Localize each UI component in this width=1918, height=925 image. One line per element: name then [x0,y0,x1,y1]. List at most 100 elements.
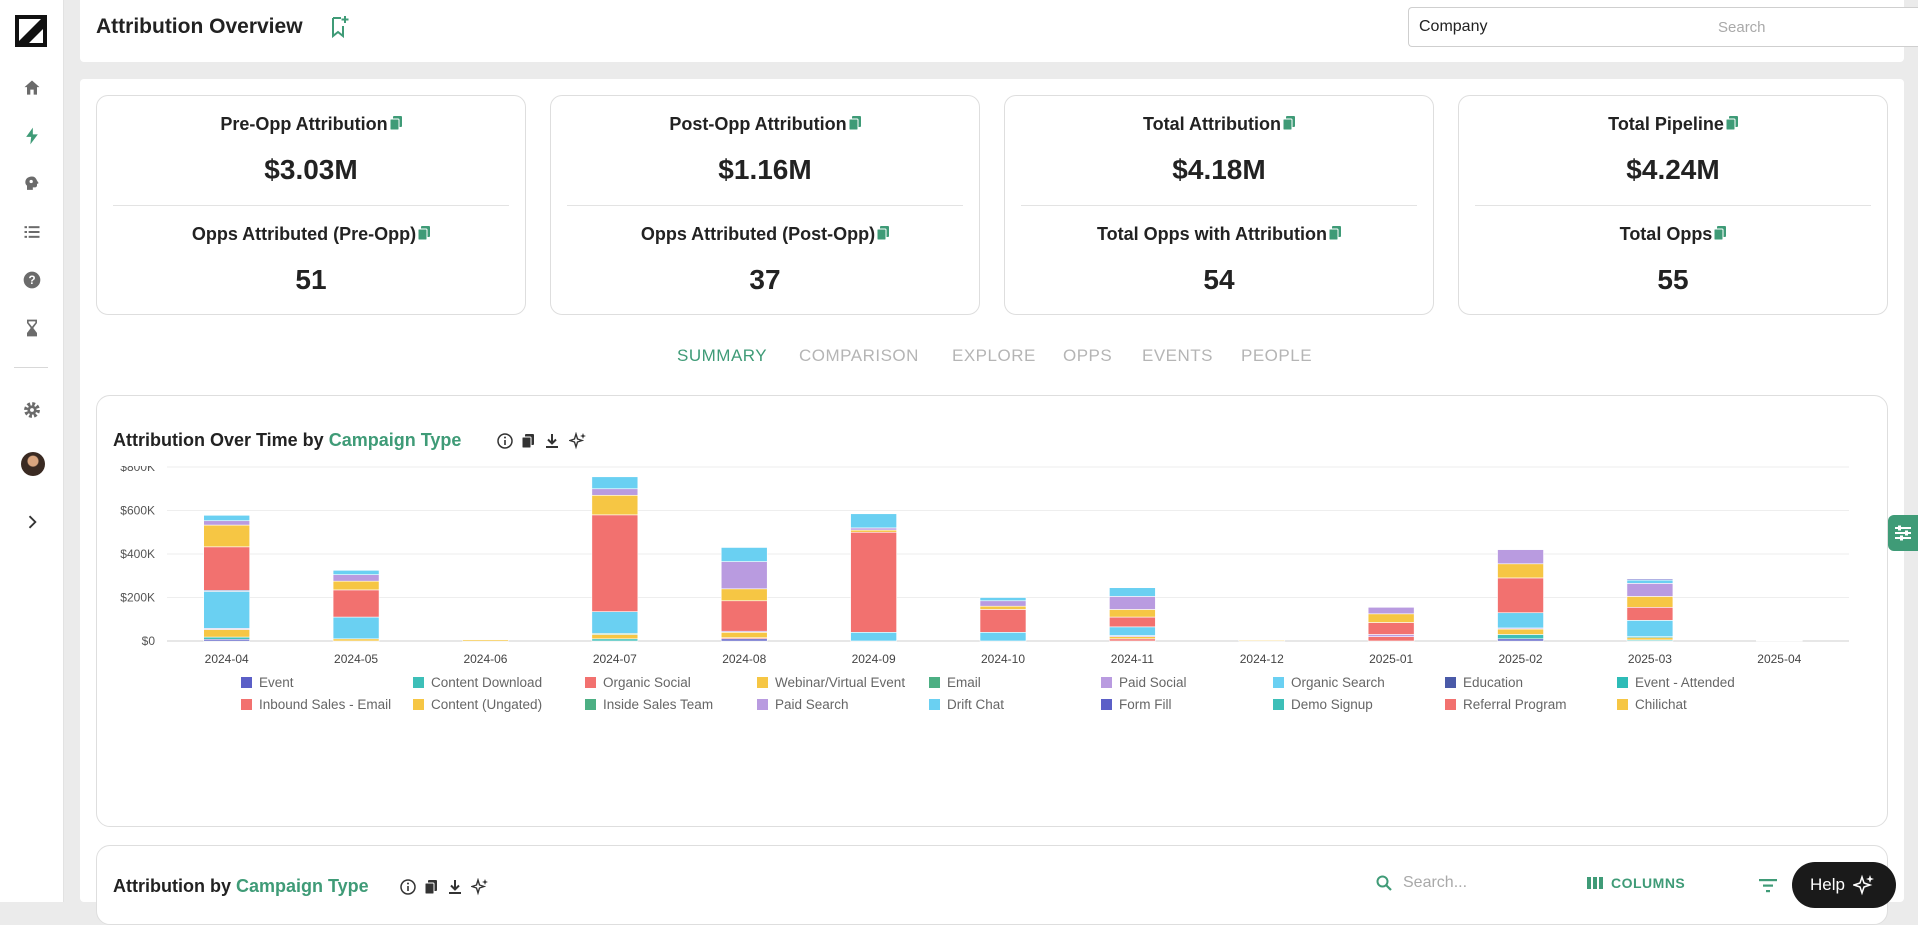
user-avatar[interactable] [21,452,45,476]
table-campaign-type-selector[interactable]: Campaign Type [236,876,369,896]
help-button[interactable]: Help [1792,862,1896,908]
bar-segment [1627,580,1673,583]
bar-segment [980,601,1026,606]
info-icon[interactable] [399,878,417,896]
legend-label: Email [947,675,981,690]
bar-segment [1368,634,1414,636]
bar-segment [1627,638,1673,640]
x-tick-label: 2025-02 [1499,652,1543,666]
copy-icon[interactable] [519,432,537,450]
copy-icon[interactable] [1329,226,1341,240]
bar-segment [333,617,379,639]
copy-icon[interactable] [1726,116,1738,130]
bar-segment [462,640,508,641]
table-search-input[interactable] [1403,870,1573,896]
x-tick-label: 2024-08 [722,652,766,666]
ai-sparkle-icon[interactable] [569,432,587,450]
bar-segment [204,525,250,547]
legend-swatch [413,699,424,710]
legend-swatch [1101,677,1112,688]
page-header: Attribution Overview Company [80,0,1904,62]
bar-segment [1498,629,1544,634]
chevron-right-icon[interactable] [20,510,44,534]
bar-segment [1498,564,1544,578]
copy-icon[interactable] [1283,116,1295,130]
legend-label: Webinar/Virtual Event [775,675,905,690]
bar-segment [592,634,638,638]
kpi-value: $1.16M [551,154,979,186]
bar-segment [721,601,767,631]
filter-icon[interactable] [1757,876,1779,894]
bar-segment [1498,634,1544,638]
info-icon[interactable] [496,432,514,450]
bar-segment [980,606,1026,609]
legend-swatch [1445,699,1456,710]
search-input[interactable] [1598,7,1918,47]
legend-swatch [241,699,252,710]
y-tick-label: $600K [120,504,155,518]
kpi-card-total-pipeline: Total Pipeline $4.24M Total Opps 55 [1458,95,1888,315]
bar-segment [1239,640,1285,641]
bolt-icon[interactable] [20,124,44,148]
copy-icon[interactable] [849,116,861,130]
legend-swatch [929,699,940,710]
filters-panel-toggle[interactable] [1888,515,1918,551]
kpi-label: Total Opps [1620,224,1713,244]
bar-segment [1109,588,1155,597]
legend-swatch [1445,677,1456,688]
legend-swatch [241,677,252,688]
legend-label: Paid Social [1119,675,1187,690]
kpi-divider [567,205,963,206]
download-icon[interactable] [446,878,464,896]
kpi-divider [1021,205,1417,206]
ai-sparkle-icon[interactable] [471,878,489,896]
bar-segment [592,489,638,496]
columns-button[interactable]: COLUMNS [1587,875,1685,891]
kpi-label: Total Pipeline [1608,114,1724,134]
bar-segment [333,590,379,617]
tab-summary[interactable]: SUMMARY [677,346,767,366]
legend-label: Content (Ungated) [431,697,542,712]
tab-explore[interactable]: EXPLORE [952,346,1036,366]
legend-label: Chilichat [1635,697,1687,712]
search-icon [1375,874,1393,892]
kpi-card-total-attribution: Total Attribution $4.18M Total Opps with… [1004,95,1434,315]
copy-icon[interactable] [422,878,440,896]
copy-icon[interactable] [1714,226,1726,240]
tab-comparison[interactable]: COMPARISON [799,346,919,366]
hourglass-icon[interactable] [20,316,44,340]
brain-icon[interactable] [20,172,44,196]
attribution-chart-card: Attribution Over Time by Campaign Type $… [96,395,1888,827]
legend-label: Inbound Sales - Email [259,697,391,712]
tab-opps[interactable]: OPPS [1063,346,1112,366]
bar-segment [980,632,1026,641]
help-label: Help [1810,875,1845,895]
bookmark-add-icon[interactable] [328,14,350,40]
app-logo[interactable] [15,15,47,47]
sidebar-divider [14,367,48,368]
copy-icon[interactable] [418,226,430,240]
attribution-table-card: Attribution by Campaign Type COLUMNS [96,845,1888,925]
download-icon[interactable] [543,432,561,450]
bar-segment [1627,607,1673,620]
legend-label: Event - Attended [1635,675,1735,690]
company-select[interactable]: Company [1408,7,1598,47]
tab-events[interactable]: EVENTS [1142,346,1213,366]
kpi-value: 51 [97,264,525,296]
copy-icon[interactable] [877,226,889,240]
campaign-type-selector[interactable]: Campaign Type [329,430,462,450]
bar-segment [1109,617,1155,627]
legend-swatch [1273,677,1284,688]
legend-label: Inside Sales Team [603,697,713,712]
sliders-icon [1893,523,1913,543]
tab-people[interactable]: PEOPLE [1241,346,1312,366]
bar-segment [721,562,767,589]
copy-icon[interactable] [390,116,402,130]
chart-title: Attribution Over Time by Campaign Type [113,430,461,451]
bar-segment [592,515,638,612]
settings-gear-icon[interactable] [20,398,44,422]
help-circle-icon[interactable]: ? [20,268,44,292]
list-icon[interactable] [20,220,44,244]
home-icon[interactable] [20,76,44,100]
